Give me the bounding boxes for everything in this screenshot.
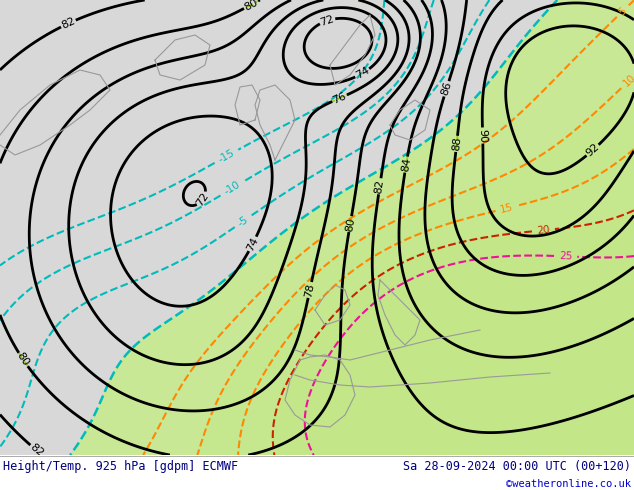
- Text: -10: -10: [222, 180, 242, 197]
- Text: 74: 74: [354, 65, 371, 81]
- Text: 74: 74: [245, 235, 261, 252]
- Text: 5: 5: [617, 5, 629, 17]
- Text: 15: 15: [499, 202, 515, 215]
- Text: ©weatheronline.co.uk: ©weatheronline.co.uk: [506, 479, 631, 489]
- Text: 20: 20: [536, 224, 550, 236]
- Text: 78: 78: [304, 282, 316, 298]
- Text: Sa 28-09-2024 00:00 UTC (00+120): Sa 28-09-2024 00:00 UTC (00+120): [403, 460, 631, 473]
- Text: 88: 88: [451, 136, 462, 151]
- Text: 72: 72: [319, 14, 335, 27]
- Text: 90: 90: [477, 128, 488, 143]
- Text: 80: 80: [242, 0, 260, 12]
- Text: 92: 92: [584, 142, 601, 159]
- Text: -15: -15: [217, 148, 236, 165]
- Text: 82: 82: [28, 442, 45, 459]
- Text: 84: 84: [400, 157, 412, 172]
- Text: 10: 10: [621, 72, 634, 88]
- Text: 82: 82: [60, 16, 77, 31]
- Text: 80: 80: [15, 351, 31, 368]
- Text: 72: 72: [195, 191, 211, 208]
- Text: 76: 76: [331, 91, 348, 106]
- Text: 25: 25: [559, 251, 573, 262]
- Text: 80: 80: [344, 216, 356, 232]
- Text: 82: 82: [374, 178, 385, 194]
- Text: 86: 86: [439, 80, 453, 97]
- Text: -5: -5: [236, 214, 250, 228]
- Text: Height/Temp. 925 hPa [gdpm] ECMWF: Height/Temp. 925 hPa [gdpm] ECMWF: [3, 460, 238, 473]
